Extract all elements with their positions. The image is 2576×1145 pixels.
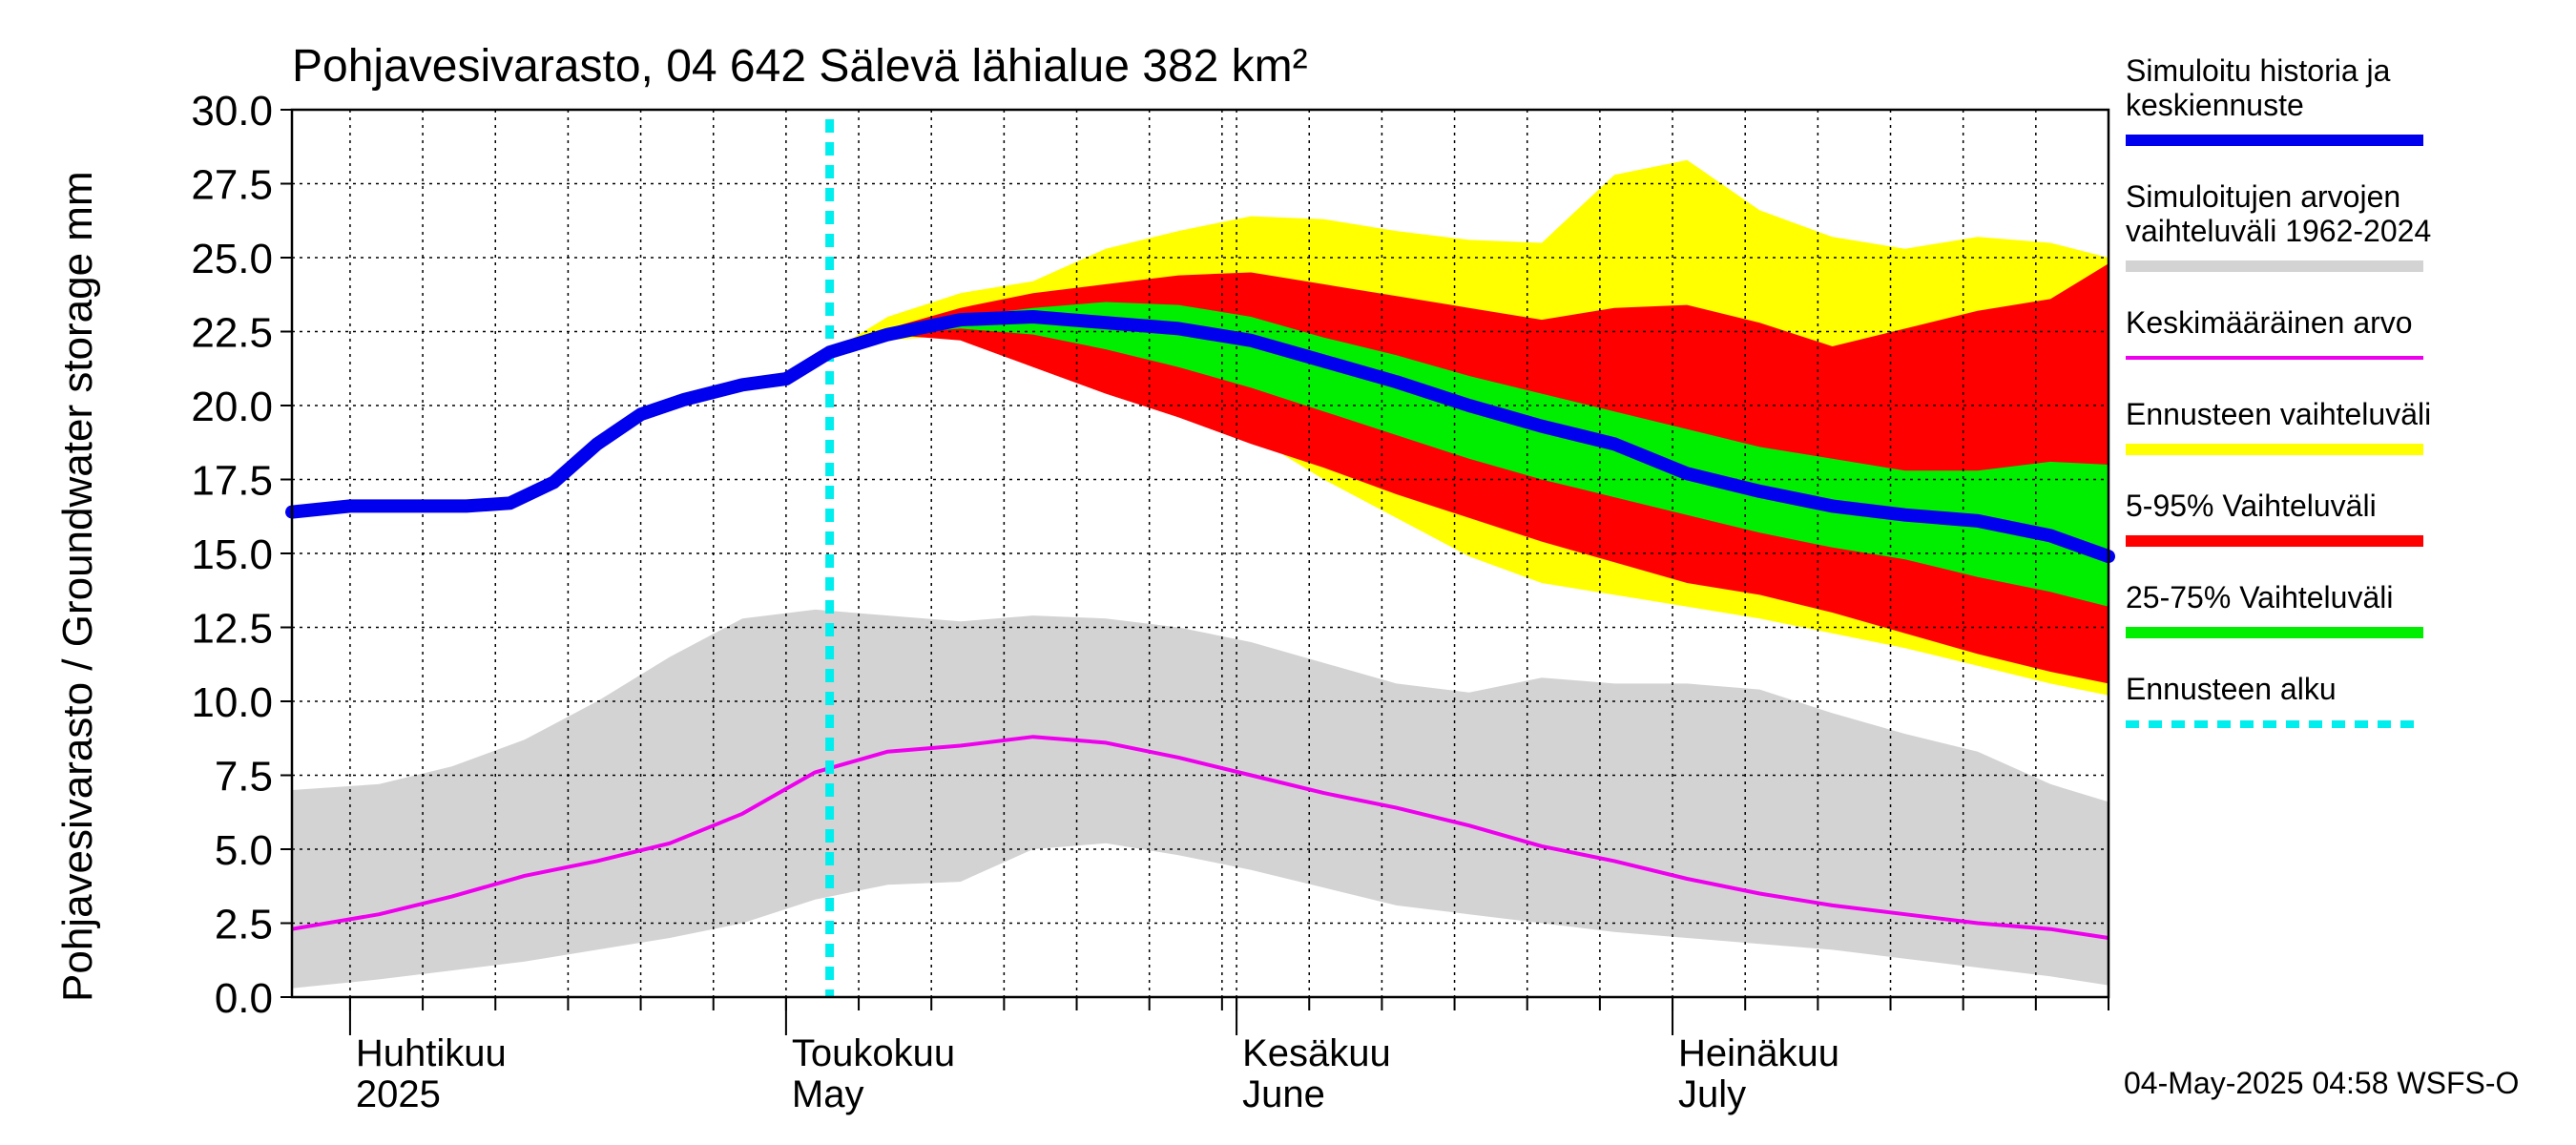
y-tick-label: 7.5 (215, 754, 273, 801)
legend-label: 5-95% Vaihteluväli (2126, 489, 2377, 523)
month-label-fi: Toukokuu (792, 1032, 955, 1074)
y-tick-label: 5.0 (215, 827, 273, 874)
y-tick-label: 17.5 (191, 458, 273, 505)
forecast-5-95-band (829, 263, 2109, 684)
legend-label: vaihteluväli 1962-2024 (2126, 214, 2431, 248)
y-tick-label: 25.0 (191, 236, 273, 282)
legend-label: keskiennuste (2126, 88, 2304, 122)
y-tick-label: 12.5 (191, 606, 273, 653)
history-range-band (292, 609, 2109, 989)
y-tick-label: 27.5 (191, 162, 273, 209)
footer-timestamp: 04-May-2025 04:58 WSFS-O (2124, 1066, 2519, 1100)
plot-frame (290, 108, 2110, 999)
plot-area: 0.0 2.5 5.0 7.5 10.0 12.5 15.0 17.5 20.0 22.5 25.0… (191, 88, 2115, 1115)
month-label-en: 2025 (356, 1073, 441, 1115)
month-label-fi: Heinäkuu (1678, 1032, 1839, 1074)
legend-label: Keskimääräinen arvo (2126, 305, 2413, 340)
month-label-fi: Kesäkuu (1242, 1032, 1391, 1074)
mean-line (291, 735, 2109, 940)
y-axis-label: Pohjavesivarasto / Groundwater storage m… (54, 171, 101, 1002)
y-tick-label: 10.0 (191, 679, 273, 726)
simulated-median-line (285, 310, 2115, 564)
y-tick-label: 0.0 (215, 975, 273, 1022)
y-tick-label: 20.0 (191, 384, 273, 430)
y-tick-label: 22.5 (191, 310, 273, 357)
month-label-en: June (1242, 1073, 1325, 1115)
chart-title: Pohjavesivarasto, 04 642 Sälevä lähialue… (292, 41, 1308, 92)
month-label-en: May (792, 1073, 864, 1115)
y-tick-label: 2.5 (215, 902, 273, 948)
legend-label: Ennusteen alku (2126, 672, 2337, 706)
legend-label: 25-75% Vaihteluväli (2126, 580, 2393, 614)
legend-label: Simuloitu historia ja (2126, 53, 2391, 88)
month-label-fi: Huhtikuu (356, 1032, 507, 1074)
legend-label: Simuloitujen arvojen (2126, 179, 2400, 214)
forecast-25-75-band (829, 302, 2109, 607)
y-tick-label: 15.0 (191, 531, 273, 578)
month-label-en: July (1678, 1073, 1746, 1115)
y-tick-label: 30.0 (191, 88, 273, 135)
legend-label: Ennusteen vaihteluväli (2126, 397, 2431, 431)
